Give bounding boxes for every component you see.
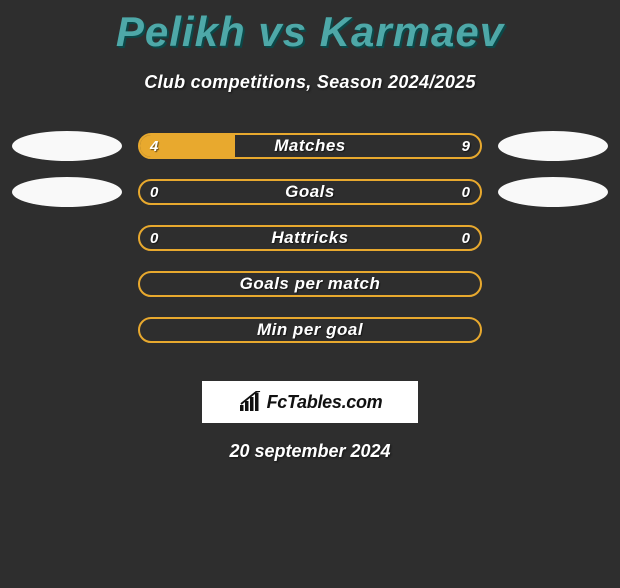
logo-text: FcTables.com — [267, 392, 383, 413]
stat-bar: 0Goals0 — [138, 179, 482, 205]
stat-row: 4Matches9 — [0, 123, 620, 169]
player-right-img — [498, 177, 608, 207]
player-left-img — [12, 131, 122, 161]
stat-bar: Min per goal — [138, 317, 482, 343]
stat-bar: Goals per match — [138, 271, 482, 297]
stat-label: Goals — [140, 181, 480, 203]
stat-right-value: 0 — [462, 181, 470, 203]
stat-bar: 4Matches9 — [138, 133, 482, 159]
subtitle: Club competitions, Season 2024/2025 — [0, 72, 620, 93]
player-right-img — [498, 131, 608, 161]
logo-box: FcTables.com — [202, 381, 418, 423]
chart-icon — [238, 391, 264, 413]
stat-row: Goals per match — [0, 261, 620, 307]
player-left-img — [12, 177, 122, 207]
date-text: 20 september 2024 — [0, 441, 620, 462]
stat-label: Min per goal — [140, 319, 480, 341]
stat-label: Goals per match — [140, 273, 480, 295]
page-title: Pelikh vs Karmaev — [0, 8, 620, 56]
stat-row: 0Goals0 — [0, 169, 620, 215]
stat-row: Min per goal — [0, 307, 620, 353]
stat-bar: 0Hattricks0 — [138, 225, 482, 251]
stat-label: Hattricks — [140, 227, 480, 249]
stat-label: Matches — [140, 135, 480, 157]
stat-right-value: 9 — [462, 135, 470, 157]
stat-row: 0Hattricks0 — [0, 215, 620, 261]
stat-right-value: 0 — [462, 227, 470, 249]
stats-container: 4Matches90Goals00Hattricks0Goals per mat… — [0, 123, 620, 353]
